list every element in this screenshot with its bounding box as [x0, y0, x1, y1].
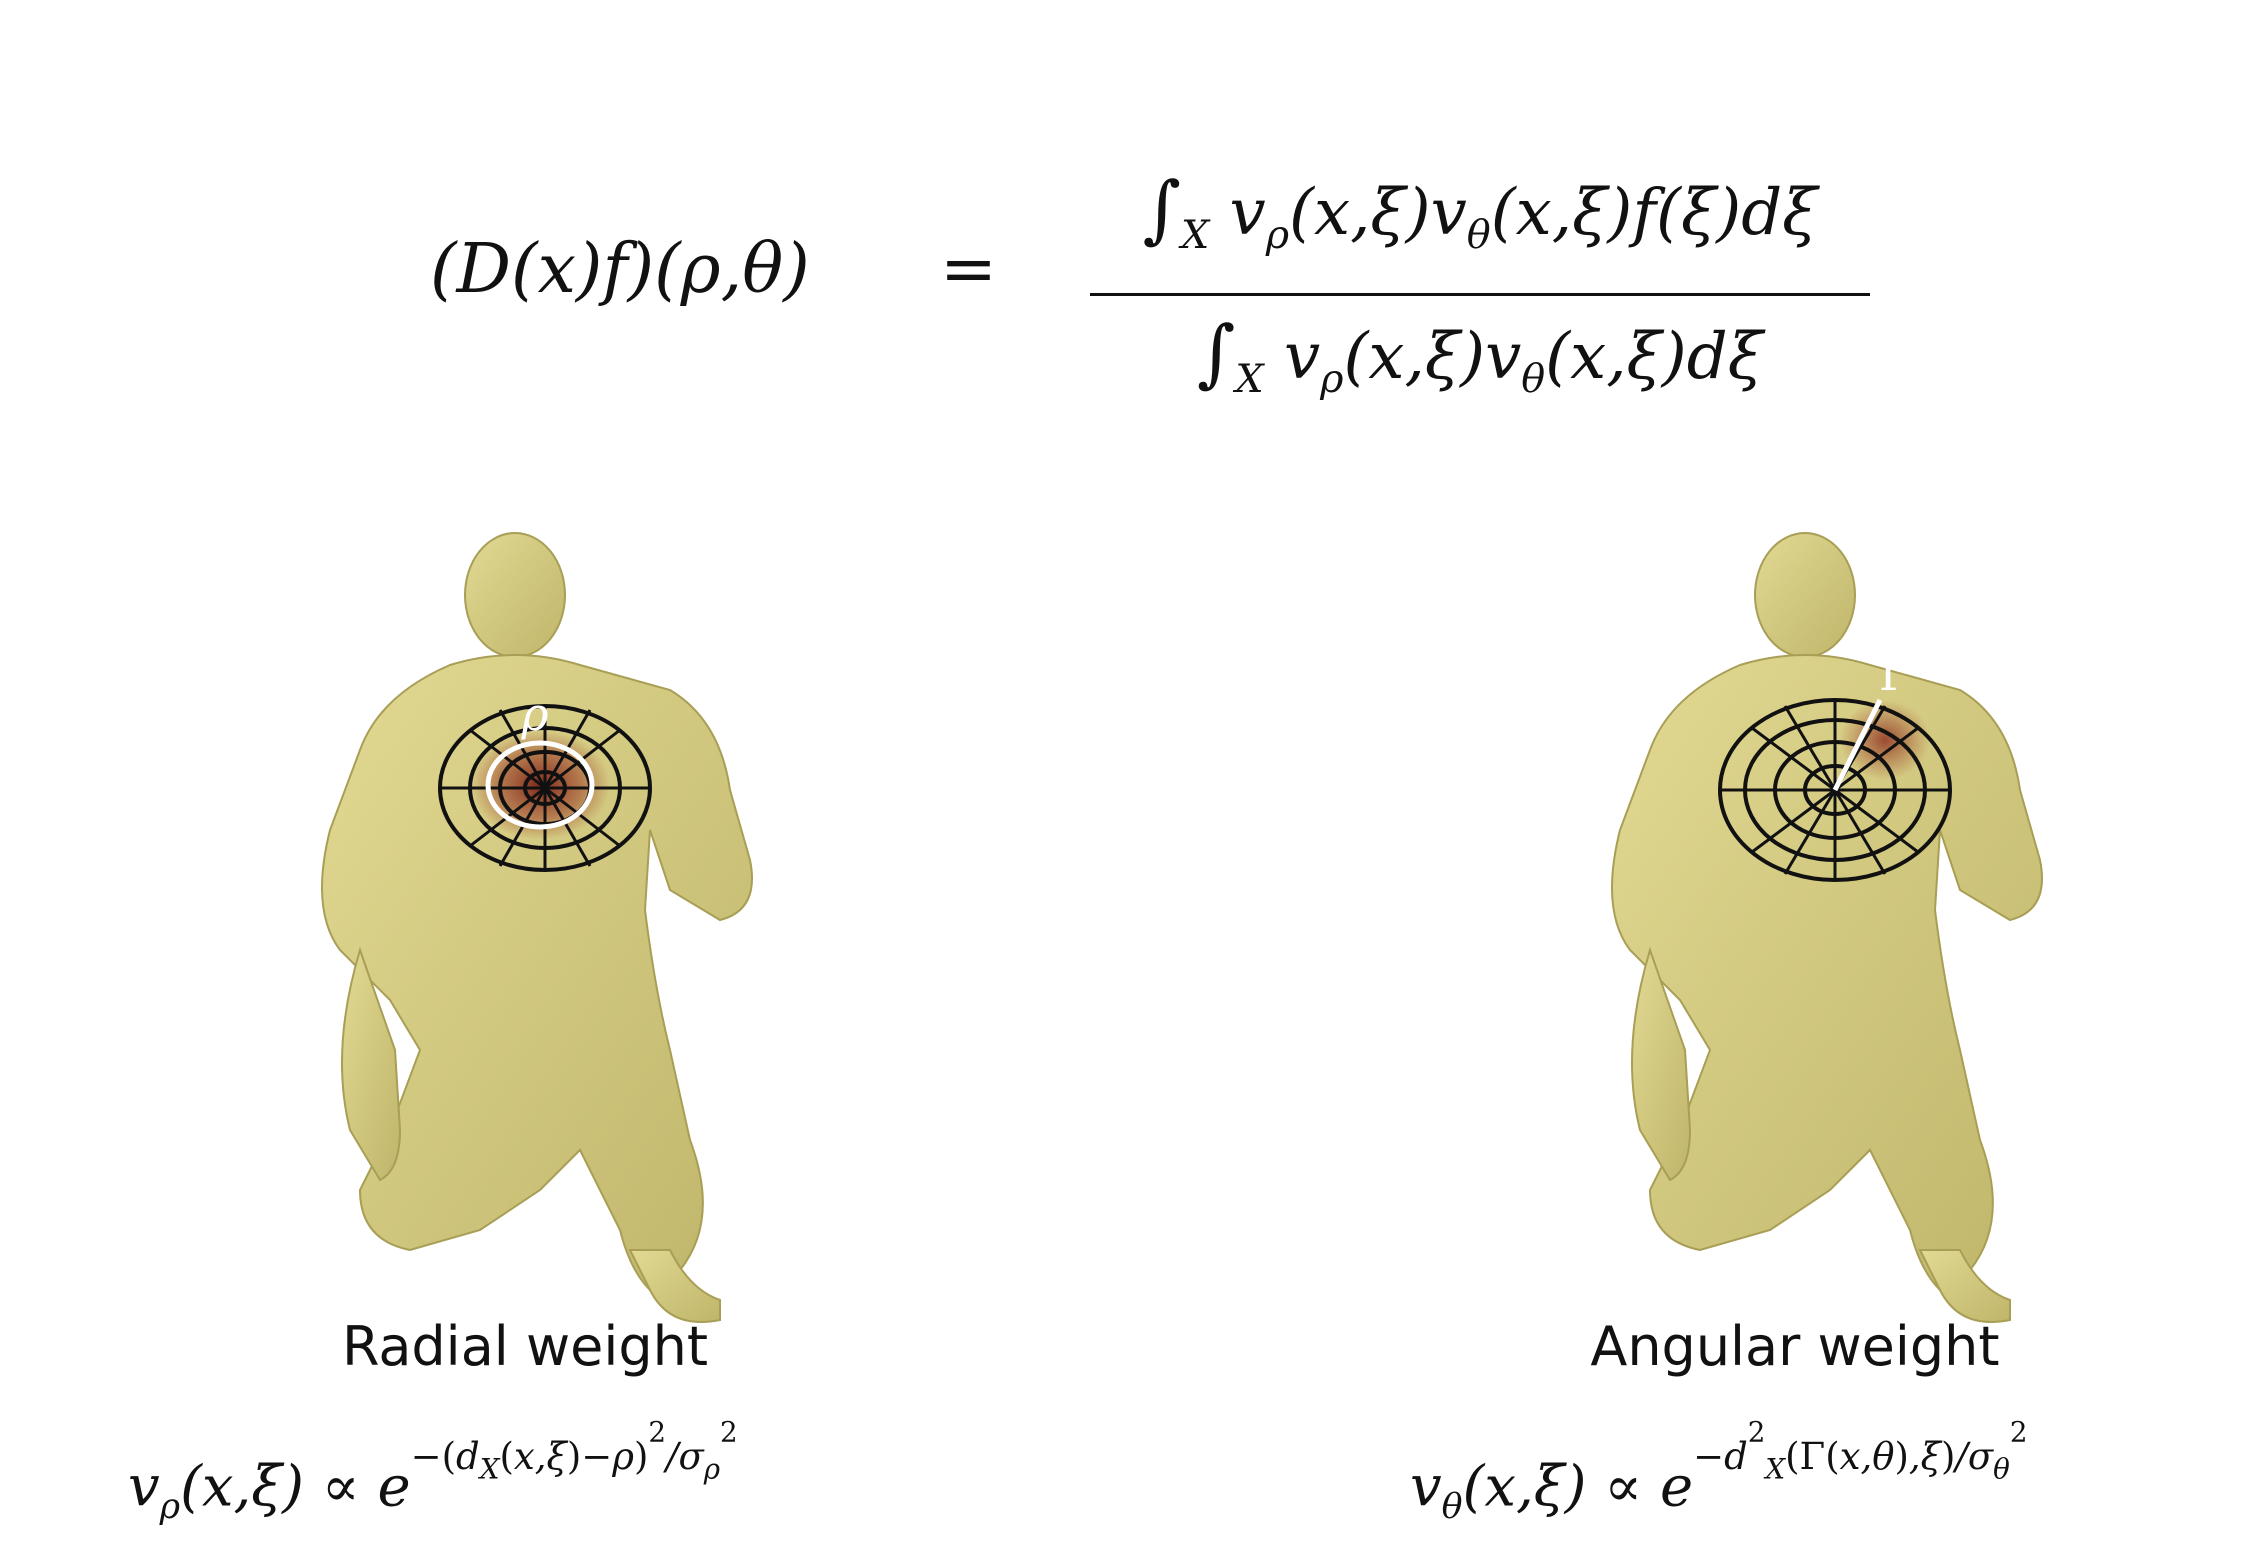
formula-lhs: (D(x)f)(ρ,θ)	[430, 230, 810, 309]
formula-fraction: ∫X vρ(x,ξ)vθ(x,ξ)f(ξ)dξ ∫X vρ(x,ξ)vθ(x,ξ…	[1080, 160, 1880, 429]
fraction-bar	[1090, 292, 1870, 296]
radial-weight-equation: vρ(x,ξ) ∝ e−(dX(x,ξ)−ρ)2/σρ2	[128, 1415, 738, 1527]
kneeling-figure-radial: ρ	[250, 530, 810, 1330]
angular-weight-equation: vθ(x,ξ) ∝ e−d2X(Γ(x,θ),ξ)/σθ2	[1410, 1415, 2028, 1527]
defining-formula: (D(x)f)(ρ,θ) = ∫X vρ(x,ξ)vθ(x,ξ)f(ξ)dξ ∫…	[430, 160, 1890, 402]
formula-numerator: ∫X vρ(x,ξ)vθ(x,ξ)f(ξ)dξ	[1142, 167, 1818, 258]
formula-denominator: ∫X vρ(x,ξ)vθ(x,ξ)dξ	[1197, 310, 1763, 402]
caption-radial: Radial weight	[341, 1315, 709, 1378]
radius-contour	[485, 740, 595, 830]
polar-grid	[438, 704, 652, 872]
grid-label-gamma: Γ	[1879, 647, 1911, 701]
body-silhouette	[1611, 532, 2043, 1323]
kneeling-figure-angular: Γ	[1540, 530, 2100, 1330]
chest-heatmap	[1840, 700, 1930, 780]
caption-angular: Angular weight	[1590, 1315, 2000, 1378]
body-silhouette	[321, 532, 753, 1323]
grid-label-rho: ρ	[520, 687, 548, 741]
geodesic-ray	[1832, 698, 1883, 792]
formula-equals: =	[940, 230, 997, 309]
polar-grid	[1718, 698, 1952, 882]
